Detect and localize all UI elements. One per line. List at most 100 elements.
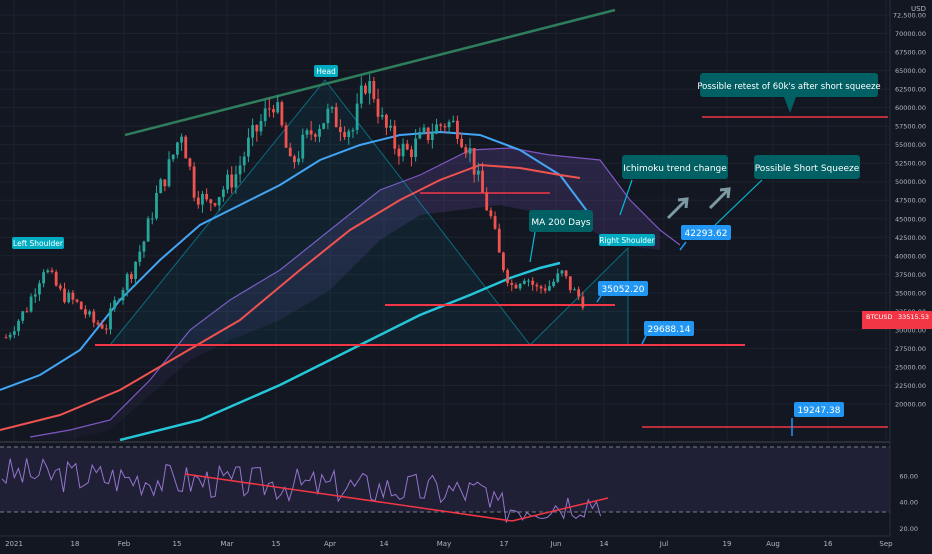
rsi-tick-label: 40.00 [899, 499, 918, 507]
candle-body [196, 197, 200, 205]
ma200-label: MA 200 Days [531, 218, 591, 228]
candle-body [272, 109, 275, 113]
candle-body [17, 320, 20, 332]
candle-body [175, 142, 179, 155]
price-tick-label: 65000.00 [895, 67, 926, 75]
candle-body [142, 241, 146, 252]
candle-body [121, 290, 125, 301]
projection-arrows [666, 187, 731, 220]
candle-body [188, 158, 192, 167]
candle-body [364, 85, 367, 94]
callout-short-squeeze[interactable]: Possible Short Squeeze [711, 155, 860, 229]
candle-body [184, 136, 188, 159]
time-tick-label: 15 [173, 540, 182, 548]
price-tick-label: 72,500.00 [893, 12, 926, 20]
main-pane[interactable] [0, 0, 890, 440]
candle-body [117, 300, 121, 302]
cloud-upper-line [29, 147, 681, 438]
candle-body [372, 80, 376, 99]
price-box-29688[interactable]: 29688.14 [641, 321, 694, 345]
time-tick-label: 16 [824, 540, 833, 548]
time-tick-label: Feb [118, 540, 131, 548]
candle-body [171, 154, 175, 160]
annotation-left-shoulder[interactable]: Left Shoulder [12, 237, 64, 249]
price-tick-label: 40000.00 [895, 252, 926, 260]
symbol-price-tag[interactable]: BTCUSD 33515.53 [862, 311, 932, 329]
price-42293-text: 42293.62 [685, 229, 728, 239]
price-box-42293[interactable]: 42293.62 [679, 225, 731, 251]
callout-ichimoku[interactable]: Ichimoku trend change [619, 155, 728, 216]
candle-body [167, 159, 171, 187]
time-tick-label: 15 [272, 540, 281, 548]
callout-ma200[interactable]: MA 200 Days [529, 210, 593, 263]
candle-body [263, 108, 267, 122]
candle-body [489, 210, 493, 217]
candle-body [410, 149, 413, 158]
candle-body [339, 127, 342, 133]
rsi-line [1, 457, 602, 523]
candle-body [42, 272, 46, 284]
candle-body [389, 125, 392, 128]
candle-body [130, 274, 133, 279]
candle-body [497, 228, 501, 253]
rsi-pane[interactable] [0, 443, 890, 535]
candle-body [326, 108, 330, 124]
ichimoku-cloud [30, 148, 660, 440]
price-tick-label: 25000.00 [895, 363, 926, 371]
candle-body [476, 170, 480, 175]
candle-body [552, 281, 555, 287]
candle-body [8, 334, 12, 338]
candle-body [564, 270, 568, 277]
candle-body [301, 134, 305, 159]
time-tick-label: Apr [324, 540, 336, 548]
candle-body [238, 165, 242, 175]
candle-body [67, 292, 71, 303]
short-squeeze-label: Possible Short Squeeze [755, 164, 860, 174]
callout-retest[interactable]: Possible retest of 60k's after short squ… [697, 73, 881, 113]
right-shoulder-label: Right Shoulder [599, 236, 655, 245]
candle-body [556, 273, 560, 282]
candle-body [472, 147, 476, 175]
price-tick-label: 47500.00 [895, 197, 926, 205]
candle-body [493, 216, 497, 229]
price-tick-label: 67500.00 [895, 49, 926, 57]
price-axis[interactable] [890, 0, 932, 536]
candle-body [347, 131, 351, 137]
symbol-tag-text: BTCUSD [866, 313, 892, 321]
price-box-35052[interactable]: 35052.20 [596, 281, 648, 303]
annotation-head[interactable]: Head [314, 65, 338, 77]
time-axis-labels: 2021 18 Feb 15 Mar 15 Apr 14 May 17 Jun 14 Jul 19 Aug 1… [5, 540, 893, 548]
candle-body [159, 179, 163, 194]
candle-body [201, 193, 204, 205]
candle-body [506, 270, 509, 283]
candle-body [280, 102, 284, 126]
candle-body [481, 170, 484, 193]
ma-200 [119, 261, 561, 442]
price-box-19247[interactable]: 19247.38 [791, 402, 844, 436]
annotation-right-shoulder[interactable]: Right Shoulder [599, 234, 656, 246]
candle-body [259, 121, 263, 132]
candle-body [29, 296, 33, 312]
candle-body [355, 103, 359, 131]
candle-body [548, 286, 551, 291]
price-tick-label: 60000.00 [895, 104, 926, 112]
price-tick-label: 37500.00 [895, 271, 926, 279]
price-tick-label: 50000.00 [895, 178, 926, 186]
candle-body [543, 288, 547, 291]
rsi-band [0, 447, 890, 512]
candle-body [539, 286, 543, 289]
rsi-divergence-line-2 [511, 497, 609, 522]
candle-body [255, 125, 259, 132]
time-tick-label: May [437, 540, 451, 548]
candle-body [38, 283, 41, 295]
time-axis[interactable] [0, 536, 932, 550]
candle-body [247, 137, 250, 157]
candle-body [209, 199, 213, 204]
price-tick-label: 22500.00 [895, 382, 926, 390]
candle-body [138, 251, 142, 262]
candle-body [221, 189, 225, 198]
currency-label: USD [911, 5, 926, 13]
candle-body [313, 134, 317, 137]
